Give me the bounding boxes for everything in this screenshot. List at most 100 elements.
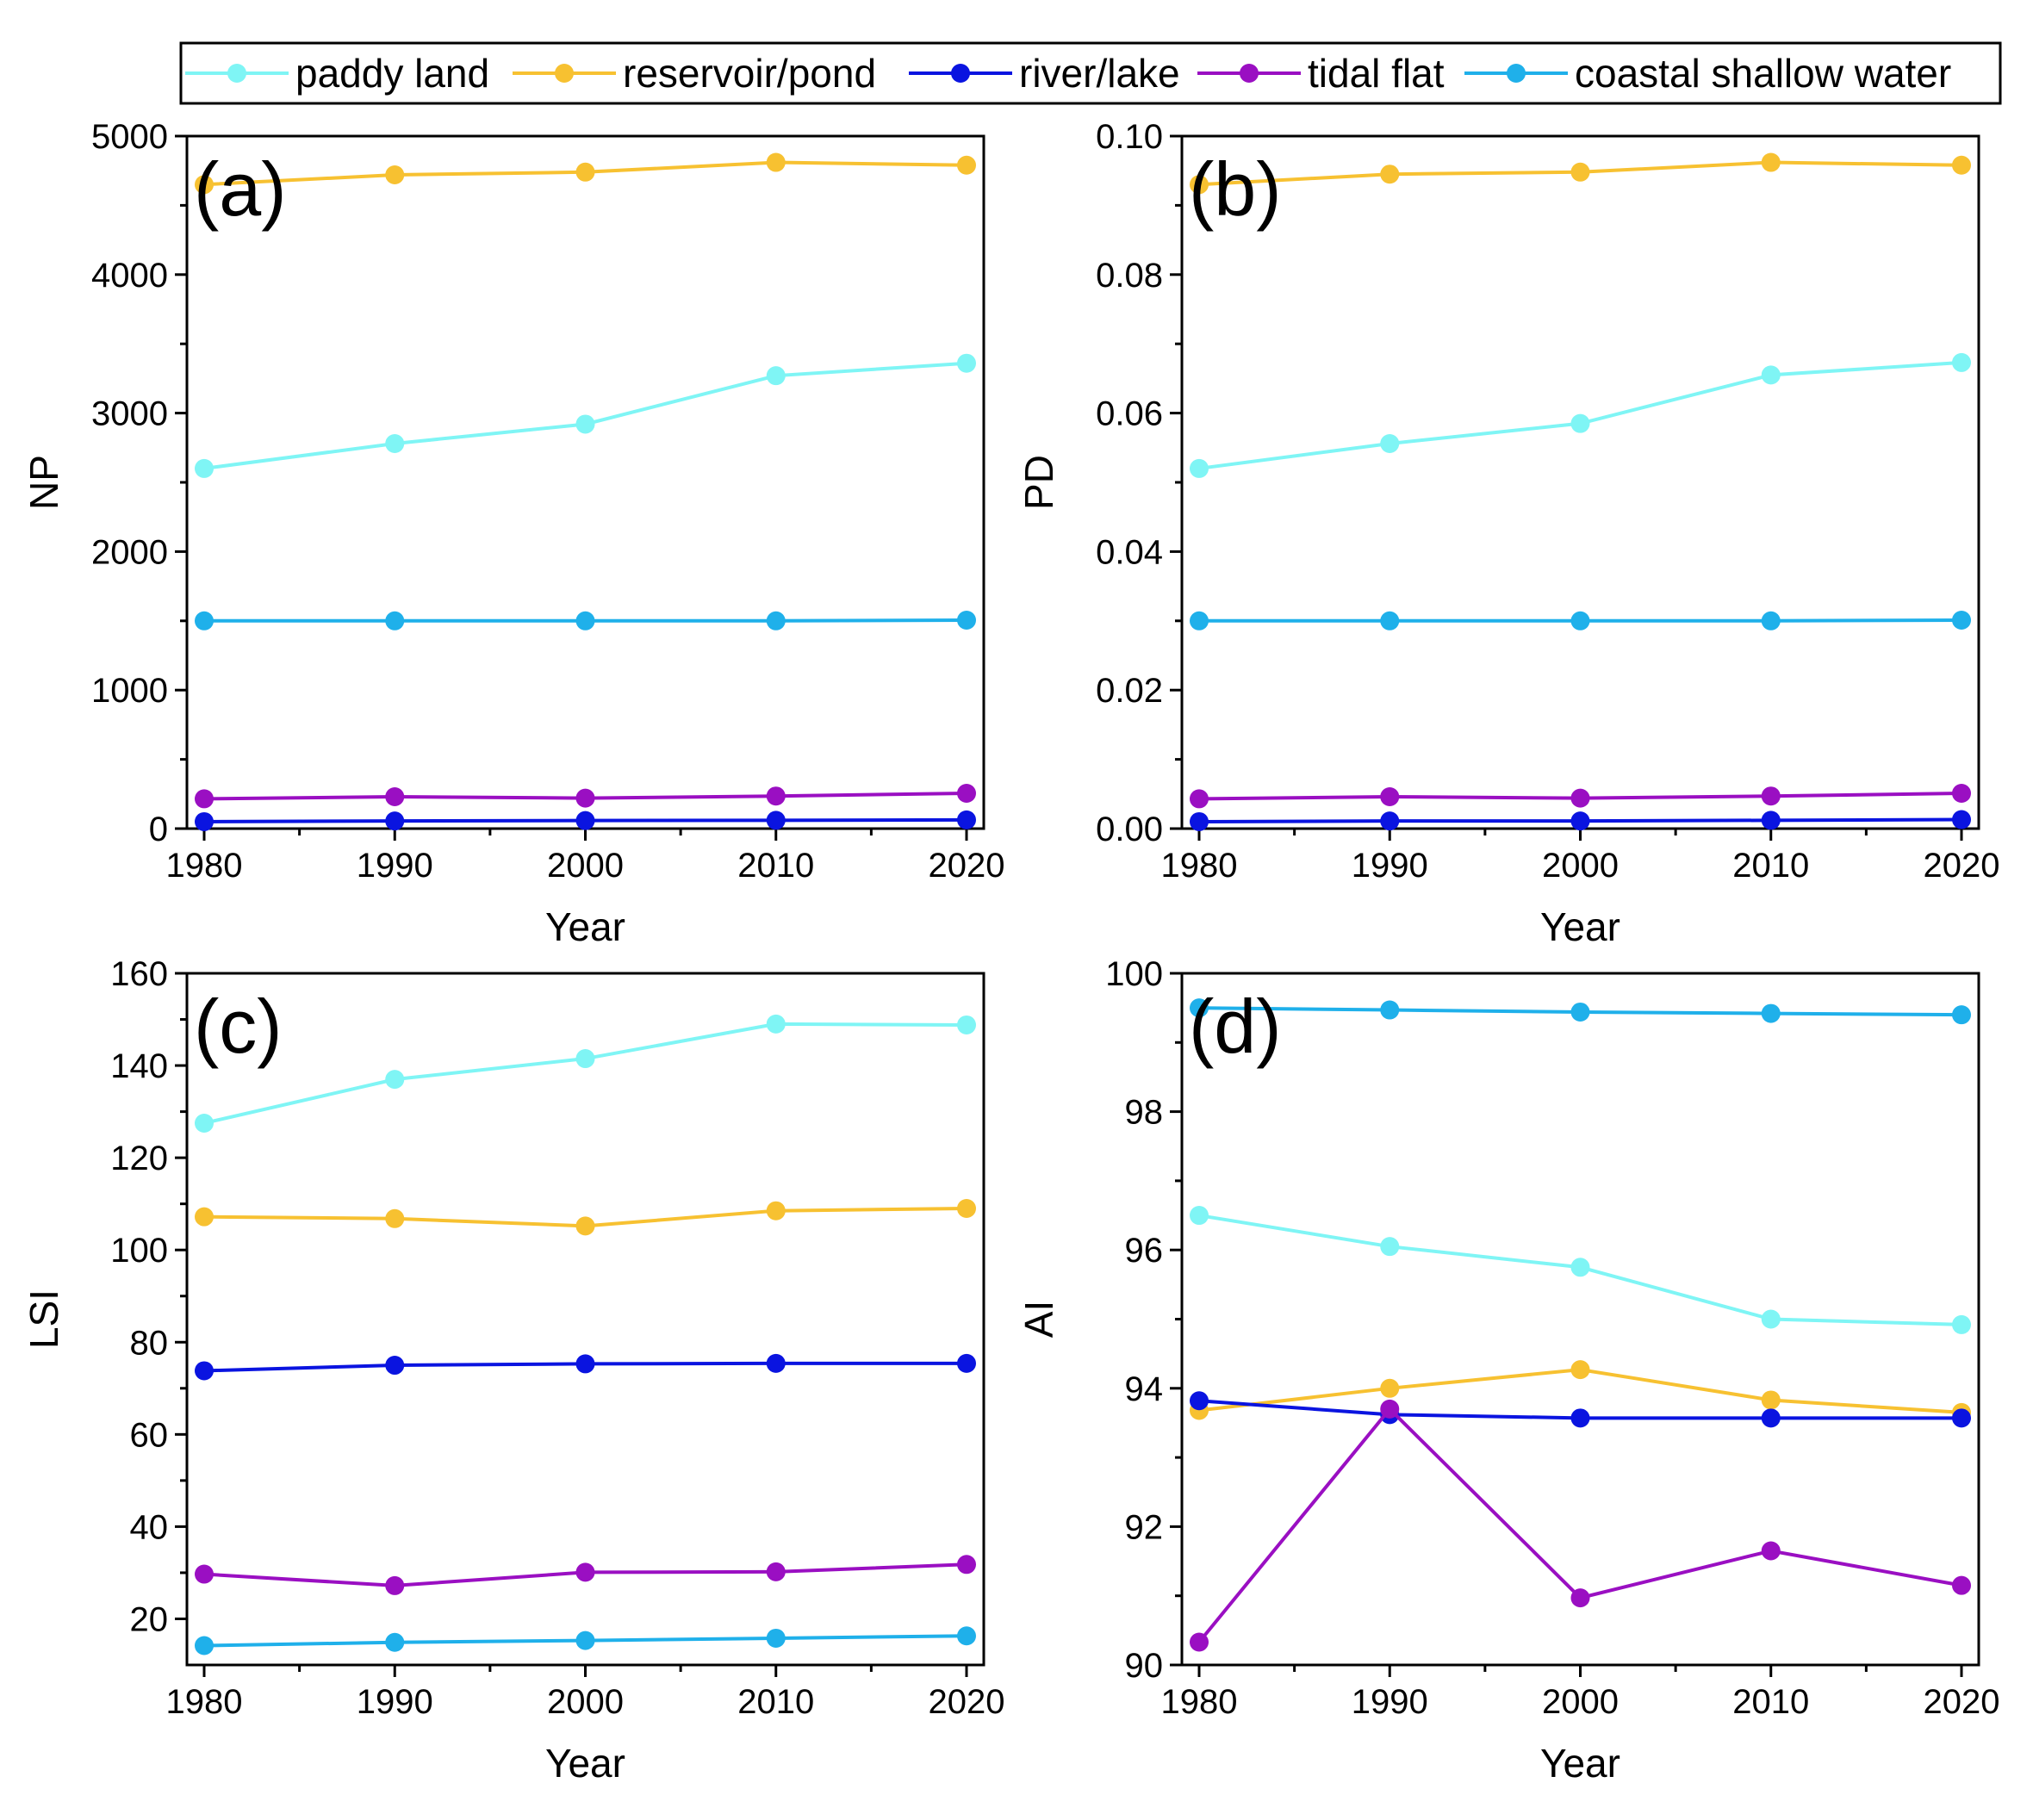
data-point	[1190, 175, 1209, 195]
data-point	[385, 1070, 405, 1090]
data-point	[195, 458, 214, 478]
plot-frame	[185, 972, 985, 1667]
data-point	[957, 1626, 976, 1646]
data-point	[957, 783, 976, 803]
chart-panel-2: 1980 1990 2000 2010 202020406080100120140160…	[22, 955, 1004, 1786]
y-axis-title: LSI	[22, 1289, 66, 1349]
legend-item-1: reservoir/pond	[513, 51, 876, 96]
x-tick-label: 1990	[1352, 847, 1428, 885]
legend-label: river/lake	[1019, 51, 1180, 96]
data-point	[385, 1356, 405, 1376]
series-1	[195, 152, 976, 195]
data-point	[1761, 152, 1781, 172]
data-point	[575, 1562, 595, 1582]
legend-box	[179, 41, 2002, 105]
x-tick-label: 2000	[547, 847, 624, 885]
data-point	[957, 1555, 976, 1575]
legend: paddy land reservoir/pond river/lake tidal …	[179, 41, 2002, 105]
x-tick-label: 2010	[1732, 1683, 1809, 1721]
series-2	[195, 1353, 976, 1381]
data-point	[1570, 413, 1590, 433]
data-point	[1190, 1206, 1209, 1226]
x-tick-label: 2020	[929, 1683, 1005, 1721]
data-point	[1570, 1588, 1590, 1608]
data-point	[385, 433, 405, 453]
data-point	[1952, 783, 1971, 803]
legend-marker	[227, 64, 246, 83]
y-tick-label: 20	[130, 1600, 169, 1638]
series-line	[203, 1022, 967, 1125]
x-tick-label: 2000	[547, 1683, 624, 1721]
data-point	[1380, 165, 1400, 184]
data-point	[766, 811, 786, 830]
chart-panel-1: 1980 1990 2000 2010 2020 0.00 0.02 0.04 0.06 0.08…	[1016, 118, 1999, 949]
x-tick-label: 1990	[357, 847, 433, 885]
plot-frame	[1180, 134, 1980, 830]
series-4	[1190, 998, 1971, 1025]
data-point	[1380, 611, 1400, 630]
series-3	[195, 783, 976, 809]
data-point	[766, 366, 786, 386]
data-point	[957, 810, 976, 829]
y-tick-label: 100	[1105, 955, 1163, 993]
data-point	[195, 1636, 214, 1655]
x-tick-label: 1980	[166, 847, 243, 885]
data-point	[1761, 786, 1781, 806]
x-axis-title: Year	[545, 1741, 625, 1786]
plot-frame	[1180, 972, 1980, 1667]
panel-label: (d)	[1189, 984, 1282, 1069]
series-0	[1190, 1206, 1971, 1334]
y-tick-label: 96	[1125, 1232, 1164, 1270]
y-tick-label: 100	[110, 1232, 168, 1270]
y-tick-label: 4000	[91, 257, 168, 295]
y-tick-label: 160	[110, 955, 168, 993]
data-point	[1952, 1005, 1971, 1025]
data-point	[1570, 1002, 1590, 1022]
data-point	[1761, 365, 1781, 385]
panel-label: (a)	[194, 146, 287, 232]
data-point	[1380, 811, 1400, 831]
legend-marker	[1240, 64, 1259, 83]
data-point	[1952, 810, 1971, 829]
x-tick-label: 1980	[1161, 847, 1238, 885]
data-point	[1380, 1237, 1400, 1257]
data-point	[575, 788, 595, 808]
x-tick-label: 2020	[1924, 847, 2000, 885]
data-point	[766, 786, 786, 806]
data-point	[575, 811, 595, 830]
data-point	[766, 1201, 786, 1221]
data-point	[1190, 611, 1209, 630]
x-tick-label: 1990	[1352, 1683, 1428, 1721]
legend-label: paddy land	[295, 51, 489, 96]
data-point	[1190, 789, 1209, 809]
data-point	[957, 353, 976, 373]
y-axis-title: NP	[22, 455, 66, 510]
data-point	[1570, 1360, 1590, 1380]
chart-panel-0: 1980 1990 2000 2010 2020 0 1000 2000 3000 4000 500…	[22, 118, 1004, 949]
data-point	[1761, 1541, 1781, 1561]
y-tick-label: 1000	[91, 672, 168, 710]
data-point	[1952, 1408, 1971, 1428]
x-tick-label: 2020	[929, 847, 1005, 885]
data-point	[195, 611, 214, 630]
chart-panel-3: 1980 1990 2000 2010 2020 90 92 94 96 98 100 Year AI (…	[1016, 955, 1999, 1786]
y-tick-label: 90	[1125, 1647, 1164, 1685]
data-point	[1190, 1632, 1209, 1652]
legend-item-4: coastal shallow water	[1464, 51, 1951, 96]
series-4	[1190, 610, 1971, 630]
data-point	[1952, 610, 1971, 630]
data-point	[1570, 1258, 1590, 1277]
data-point	[1380, 787, 1400, 807]
x-tick-label: 1980	[1161, 1683, 1238, 1721]
x-axis-title: Year	[545, 904, 625, 949]
data-point	[1761, 611, 1781, 630]
data-point	[1570, 162, 1590, 182]
data-point	[385, 1575, 405, 1595]
y-tick-label: 0.02	[1096, 672, 1163, 710]
data-point	[385, 1208, 405, 1228]
legend-marker	[1507, 64, 1526, 83]
data-point	[1761, 1408, 1781, 1428]
data-point	[195, 1564, 214, 1584]
y-tick-label: 0.08	[1096, 257, 1163, 295]
y-tick-label: 94	[1125, 1370, 1164, 1408]
